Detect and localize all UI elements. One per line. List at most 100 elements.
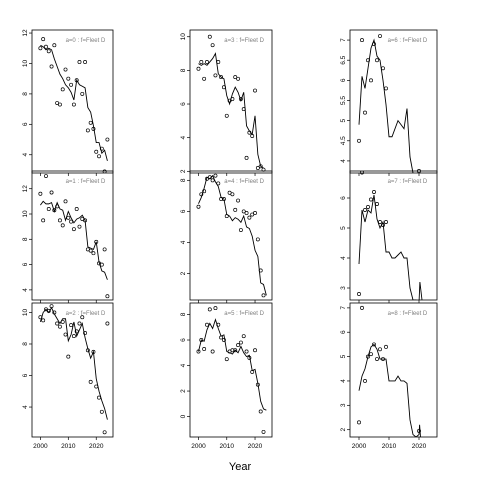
observation-point xyxy=(55,321,60,326)
panel-title: a=3 : f=Fleet D xyxy=(224,38,264,44)
y-tick-label: 2 xyxy=(340,428,347,432)
observation-point xyxy=(210,178,215,183)
y-tick-label: 3 xyxy=(340,403,347,407)
observation-point xyxy=(52,310,57,315)
panel-title: a=2 : f=Fleet D xyxy=(66,311,106,317)
panel-frame xyxy=(349,302,438,438)
observation-point xyxy=(77,60,82,64)
observation-point xyxy=(224,214,229,219)
observation-point xyxy=(360,171,364,175)
panel-data xyxy=(357,34,421,173)
y-tick-label: 6 xyxy=(22,122,29,126)
y-tick-label: 6 xyxy=(340,196,347,200)
observation-point xyxy=(233,348,238,353)
observation-point xyxy=(250,134,255,138)
y-tick-label: 4 xyxy=(180,363,187,367)
y-tick-label: 2 xyxy=(180,169,187,173)
observation-point xyxy=(255,237,260,242)
y-tick-label: 8 xyxy=(22,92,29,96)
observation-point xyxy=(375,202,379,206)
observation-point xyxy=(253,88,257,93)
observation-point xyxy=(94,149,99,154)
observation-point xyxy=(71,102,76,107)
panel-4: a=4 : f=Fleet D 2 4 6 8 xyxy=(180,170,273,303)
observation-point xyxy=(60,87,65,92)
fit-line xyxy=(358,38,414,173)
observation-point xyxy=(97,154,101,159)
observation-point xyxy=(71,334,76,339)
observation-point xyxy=(369,197,373,202)
observation-point xyxy=(196,66,201,71)
observation-point xyxy=(52,43,57,48)
observation-point xyxy=(63,67,68,72)
y-tick-label: 4 xyxy=(180,135,187,139)
y-tick-label: 4 xyxy=(340,256,347,260)
y-tick-label: 0 xyxy=(180,414,187,418)
panel-3: a=3 : f=Fleet D 2 4 6 8 10 xyxy=(180,29,273,176)
y-tick-label: 8 xyxy=(180,178,187,182)
observation-point xyxy=(102,247,107,252)
observation-point xyxy=(213,173,218,178)
observation-point xyxy=(91,349,96,354)
x-tick-label: 2000 xyxy=(352,443,367,450)
observation-point xyxy=(233,207,238,212)
observation-point xyxy=(57,102,62,107)
observation-point xyxy=(55,204,60,209)
observation-point xyxy=(202,189,207,194)
observation-point xyxy=(357,292,361,296)
observation-point xyxy=(227,190,232,195)
observation-point xyxy=(83,60,88,64)
observation-point xyxy=(261,293,266,298)
observation-point xyxy=(41,318,46,323)
observation-point xyxy=(375,58,379,63)
fit-line xyxy=(198,318,267,411)
observation-point xyxy=(244,211,249,215)
y-tick-label: 4 xyxy=(340,159,347,163)
y-tick-label: 2 xyxy=(180,271,187,275)
observation-point xyxy=(241,209,246,214)
y-tick-label: 10 xyxy=(22,210,29,218)
observation-point xyxy=(216,60,221,64)
observation-point xyxy=(369,352,373,357)
observation-point xyxy=(230,192,235,197)
observation-point xyxy=(216,322,221,327)
observation-point xyxy=(238,340,243,345)
observation-point xyxy=(360,305,364,310)
observation-point xyxy=(205,176,209,181)
panel-6: a=6 : f=Fleet D 4 4.5 5 5.5 6 6.5 7 xyxy=(340,29,438,176)
x-tick-label: 2020 xyxy=(89,443,104,450)
x-tick-label: 2010 xyxy=(220,443,235,450)
y-tick-label: 6 xyxy=(180,102,187,106)
observation-point xyxy=(216,181,221,186)
panel-data xyxy=(357,305,421,437)
y-tick-label: 7 xyxy=(340,306,347,310)
panel-0: a=0 : f=Fleet D 4 6 8 10 12 xyxy=(22,29,114,176)
observation-point xyxy=(102,430,107,435)
observation-point xyxy=(99,146,104,151)
observation-point xyxy=(363,379,367,383)
observation-point xyxy=(244,155,249,160)
observation-point xyxy=(66,215,71,220)
observation-point xyxy=(80,315,85,320)
observation-point xyxy=(60,223,65,228)
observation-point xyxy=(221,338,226,342)
panel-title: a=5 : f=Fleet D xyxy=(224,311,264,317)
observation-point xyxy=(258,164,263,169)
observation-point xyxy=(261,429,266,434)
observation-point xyxy=(230,348,235,353)
observation-point xyxy=(221,85,226,90)
observation-point xyxy=(236,76,241,81)
observation-point xyxy=(44,44,48,49)
panel-1: a=1 : f=Fleet D 4 6 8 10 12 xyxy=(22,170,114,303)
observation-point xyxy=(69,323,74,328)
panel-frame xyxy=(31,170,114,301)
observation-point xyxy=(255,165,260,170)
y-tick-label: 8 xyxy=(180,312,187,316)
y-tick-label: 10 xyxy=(22,59,29,67)
observation-point xyxy=(44,174,48,179)
x-tick-label: 2000 xyxy=(33,443,48,450)
observation-point xyxy=(369,78,373,83)
panel-frame xyxy=(349,170,438,301)
observation-point xyxy=(74,329,79,334)
